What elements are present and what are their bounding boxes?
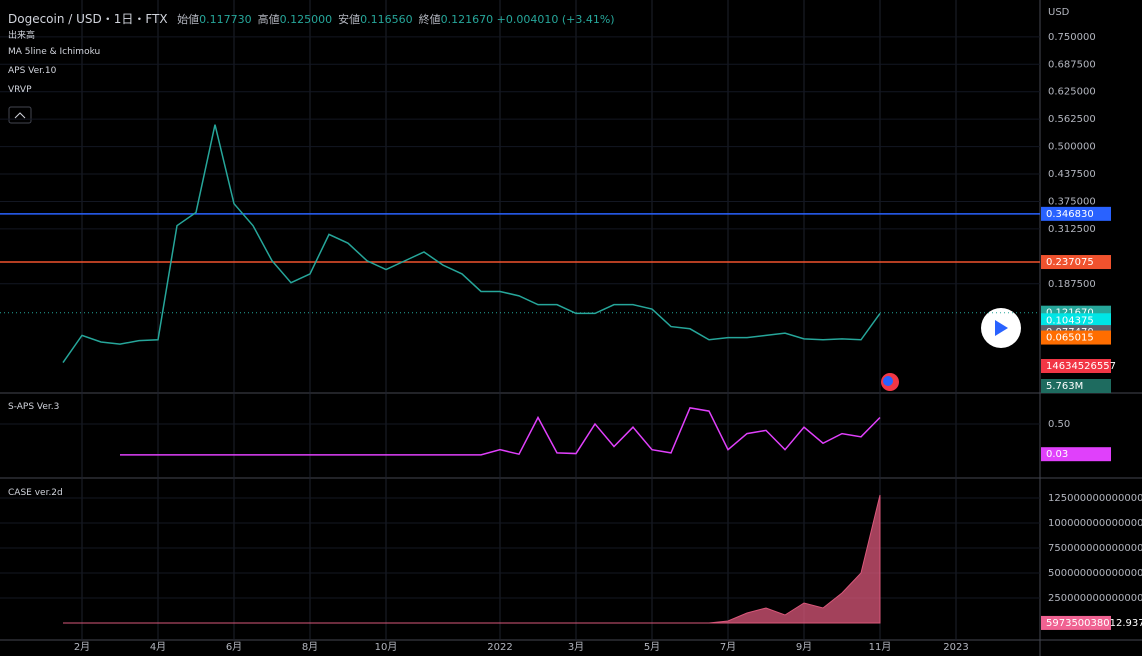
x-tick-label: 8月	[302, 641, 318, 653]
ohlc: 始値0.117730 高値0.125000 安値0.116560 終値0.121670	[171, 13, 493, 26]
x-tick-label: 7月	[720, 641, 736, 653]
ohlc-value: 0.116560	[360, 13, 413, 26]
x-tick-label: 2月	[74, 641, 90, 653]
y-tick-label: 1250000000000000T	[1048, 493, 1142, 504]
y-tick-label: 500000000000000.06T	[1048, 568, 1142, 579]
x-tick-label: 2023	[943, 642, 968, 653]
indicator-name: APS Ver.10	[8, 66, 57, 76]
indicator-name: 出来高	[8, 31, 36, 41]
y-tick-label: 0.50	[1048, 419, 1070, 430]
y-tick-label: 0.312500	[1048, 224, 1096, 235]
price-tag	[1041, 379, 1111, 393]
price-tag-label: 0.346830	[1046, 209, 1094, 220]
series-area	[63, 494, 881, 624]
chart-header: Dogecoin / USD・1日・FTX 始値0.117730 高値0.1250…	[8, 10, 615, 27]
ohlc-name: 安値	[338, 13, 361, 26]
y-tick-label: 0.687500	[1048, 59, 1096, 70]
price-tag	[1041, 330, 1111, 345]
price-tag-label: 0.065015	[1046, 333, 1094, 344]
collapse-button[interactable]	[8, 106, 32, 124]
x-tick-label: 6月	[226, 641, 242, 653]
price-tag-label: 0.237075	[1046, 257, 1094, 268]
x-tick-label: 9月	[796, 641, 812, 653]
y-tick-label: 0.750000	[1048, 32, 1096, 43]
x-tick-label: 5月	[644, 641, 660, 653]
price-tag-label: 0.104375	[1046, 315, 1094, 326]
y-tick-label: 1000000000000000T	[1048, 518, 1142, 529]
series-line	[120, 407, 881, 456]
axis-unit: USD	[1048, 7, 1070, 18]
ohlc-value: 0.121670	[440, 13, 494, 26]
y-tick-label: 0.187500	[1048, 279, 1096, 290]
x-tick-label: 4月	[150, 641, 166, 653]
price-tag	[1041, 255, 1111, 270]
price-tag	[1041, 615, 1111, 630]
price-tag-label: 5.763M	[1046, 381, 1083, 392]
indicator-name: MA 5line & Ichimoku	[8, 47, 101, 57]
price-tag	[1041, 313, 1111, 328]
y-tick-label: 750000000000000.1T	[1048, 543, 1142, 554]
x-tick-label: 2022	[487, 642, 512, 653]
price-tag-label: 597350038012.937T	[1046, 618, 1142, 629]
y-tick-label: 0.625000	[1048, 87, 1096, 98]
indicator-name: VRVP	[8, 85, 32, 95]
price-tag-label: 0.121670	[1046, 308, 1094, 319]
change: +0.004010 (+3.41%)	[496, 13, 615, 26]
price-tag	[1041, 206, 1111, 221]
ohlc-value: 0.125000	[279, 13, 333, 26]
y-tick-label: 0.500000	[1048, 142, 1096, 153]
y-tick-label: 0.375000	[1048, 196, 1096, 207]
ohlc-name: 高値	[257, 13, 280, 26]
indicator-title: S-APS Ver.3	[8, 402, 60, 412]
x-tick-label: 3月	[568, 641, 584, 653]
chart-title: Dogecoin / USD・1日・FTX	[8, 12, 168, 26]
price-tag	[1041, 359, 1111, 373]
price-tag	[1041, 447, 1111, 462]
price-tag-label: 14634526557	[1046, 361, 1116, 372]
x-tick-label: 11月	[869, 641, 892, 653]
y-tick-label: 250000000000000.06T	[1048, 593, 1142, 604]
ohlc-value: 0.117730	[199, 13, 252, 26]
flag-icon	[881, 373, 899, 391]
x-tick-label: 10月	[375, 641, 398, 653]
y-tick-label: 0.437500	[1048, 169, 1096, 180]
series-line	[62, 124, 881, 364]
play-button[interactable]	[981, 308, 1021, 348]
indicator-title: CASE ver.2d	[8, 488, 63, 498]
y-tick-label: 0.562500	[1048, 114, 1096, 125]
ohlc-name: 始値	[177, 13, 200, 26]
price-tag-label: 0.03	[1046, 449, 1068, 460]
ohlc-name: 終値	[418, 13, 441, 26]
